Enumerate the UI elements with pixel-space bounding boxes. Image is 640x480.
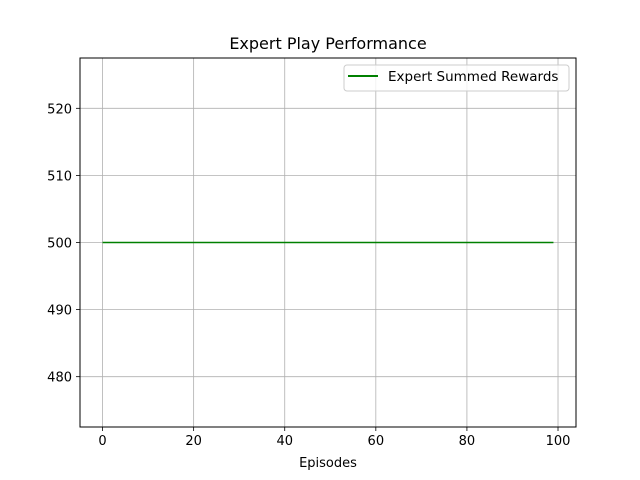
x-tick-label: 0 [98,434,106,449]
x-tick-label: 80 [459,434,476,449]
legend-box [343,64,570,92]
legend-label-expert-summed-rewards: Expert Summed Rewards [388,69,558,85]
y-tick-label: 480 [47,371,72,386]
y-tick-label: 520 [47,102,72,117]
x-tick-label: 100 [546,434,571,449]
x-axis-label: Episodes [299,456,357,471]
x-axis: 0 20 40 60 80 100 [98,427,570,449]
y-tick-label: 500 [47,237,72,252]
y-axis: 480 490 500 510 520 [47,102,80,386]
x-tick-label: 40 [276,434,293,449]
y-tick-label: 490 [47,304,72,319]
legend: Expert Summed Rewards [343,64,570,92]
x-tick-label: 60 [368,434,385,449]
chart-title: Expert Play Performance [229,34,426,53]
y-tick-label: 510 [47,169,72,184]
x-tick-label: 20 [185,434,202,449]
